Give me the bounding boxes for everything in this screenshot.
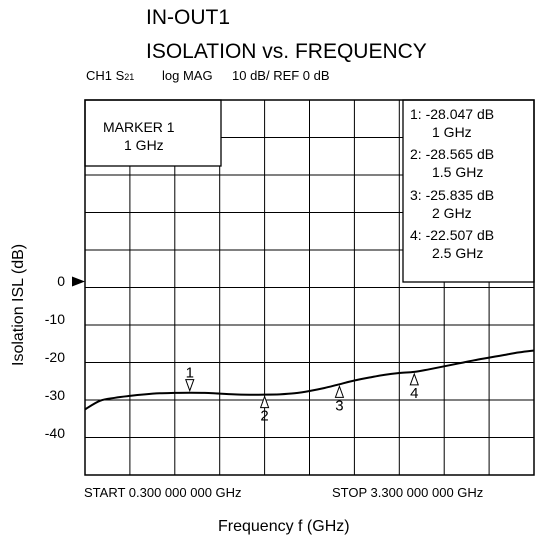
y-tick-label: 0 [57,273,65,289]
start-frequency-label: START 0.300 000 000 GHz [84,485,242,500]
marker-number-label: 2 [260,408,268,425]
marker-number-label: 3 [335,397,343,414]
y-tick-label: -20 [44,349,65,365]
y-tick-label: -30 [44,387,65,403]
marker-list-freq: 2 GHz [432,205,472,221]
marker-list-freq: 1 GHz [432,124,472,140]
marker-box-line2: 1 GHz [124,137,164,153]
channel-label: CH1 S21 [86,68,134,83]
marker-list-value: 3: -25.835 dB [410,187,495,203]
marker-info-box [84,99,222,167]
marker-triangle [409,372,419,386]
marker-symbols: 1 2 3 4 [185,365,419,425]
marker-list-value: 2: -28.565 dB [410,146,495,162]
marker-triangle [334,384,345,398]
marker-triangle [259,395,270,409]
isolation-trace [84,349,535,411]
channel-text: CH1 S [86,68,125,83]
chart-title-line1: IN-OUT1 [146,6,230,29]
reference-level-arrow [72,276,85,287]
format-label: log MAG [162,68,213,83]
marker-list-value: 4: -22.507 dB [410,227,495,243]
marker-list-freq: 2.5 GHz [432,245,484,261]
marker-triangle [185,379,195,393]
marker-list-value: 1: -28.047 dB [410,106,495,122]
chart-title-line2: ISOLATION vs. FREQUENCY [146,40,427,63]
marker-number-label: 4 [410,385,418,402]
scale-label: 10 dB/ REF 0 dB [232,68,330,83]
plot-frame [84,99,535,476]
y-tick-label: -40 [44,425,65,441]
marker-box-line1: MARKER 1 [103,119,175,135]
marker-number-label: 1 [186,365,194,382]
marker-list-freq: 1.5 GHz [432,164,484,180]
x-axis-label: Frequency f (GHz) [218,518,350,535]
channel-subscript: 21 [124,72,135,82]
y-tick-label: -10 [44,311,65,327]
stop-frequency-label: STOP 3.300 000 000 GHz [332,485,484,500]
